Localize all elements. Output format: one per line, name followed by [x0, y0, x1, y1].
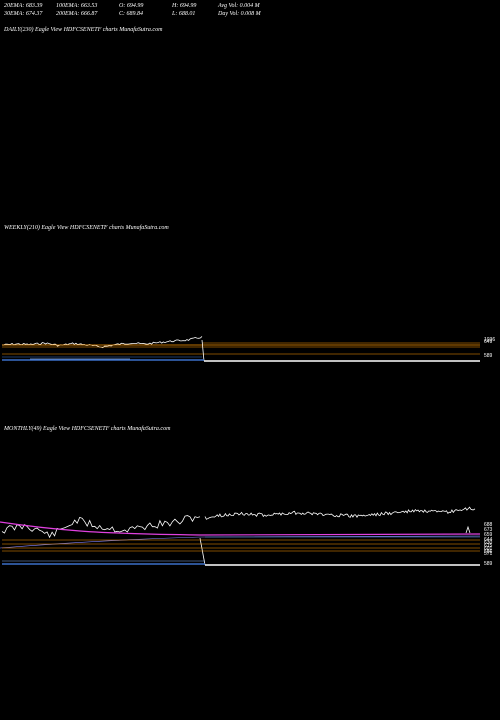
- weekly-tick-label: 649: [484, 339, 493, 345]
- ema100-value: 100EMA: 663.53: [56, 3, 98, 9]
- day-vol-value: Day Vol: 0.008 M: [218, 11, 261, 17]
- monthly-ema-line: [0, 521, 481, 536]
- low-value: L: 688.01: [172, 11, 196, 17]
- weekly-panel-label: WEEKLY(210) Eagle View HDFCSENETF charts…: [4, 225, 169, 231]
- monthly-price-drop: [199, 537, 206, 566]
- monthly-tick-label: 601: [484, 546, 493, 552]
- ema30-value: 30EMA: 674.37: [4, 11, 43, 17]
- ema200-value: 200EMA: 666.87: [56, 11, 98, 17]
- monthly-tick-label: 688: [484, 522, 493, 528]
- ema20-value: 20EMA: 683.39: [4, 3, 43, 9]
- close-value: C: 689.84: [119, 11, 143, 17]
- monthly-tick-label: 644: [484, 537, 493, 543]
- monthly-tick-label: 589: [484, 561, 493, 567]
- stats-header: 20EMA: 683.39 100EMA: 663.53 O: 694.99 H…: [4, 2, 261, 18]
- monthly-tick-label: 586: [484, 549, 493, 555]
- weekly-price-line: [2, 336, 203, 349]
- weekly-tick-label: 589: [484, 353, 493, 359]
- monthly-price-spike: [465, 525, 471, 534]
- monthly-price-line: [1, 515, 201, 539]
- high-value: H: 694.99: [172, 3, 197, 9]
- monthly-tick-label: 659: [484, 532, 493, 538]
- monthly-panel-label: MONTHLY(49) Eagle View HDFCSENETF charts…: [4, 426, 171, 432]
- avg-vol-value: Avg Vol: 0.004 M: [218, 3, 260, 9]
- monthly-ema-line: [0, 535, 481, 549]
- monthly-tick-label: 615: [484, 543, 493, 549]
- daily-panel-label: DAILY(230) Eagle View HDFCSENETF charts …: [4, 27, 163, 33]
- open-value: O: 694.99: [119, 3, 144, 9]
- weekly-tick-label: 1036: [484, 337, 496, 343]
- monthly-price-line: [204, 506, 476, 520]
- monthly-tick-label: 571: [484, 551, 493, 557]
- monthly-tick-label: 630: [484, 540, 493, 546]
- monthly-tick-label: 673: [484, 527, 493, 533]
- weekly-price-drop: [201, 339, 205, 362]
